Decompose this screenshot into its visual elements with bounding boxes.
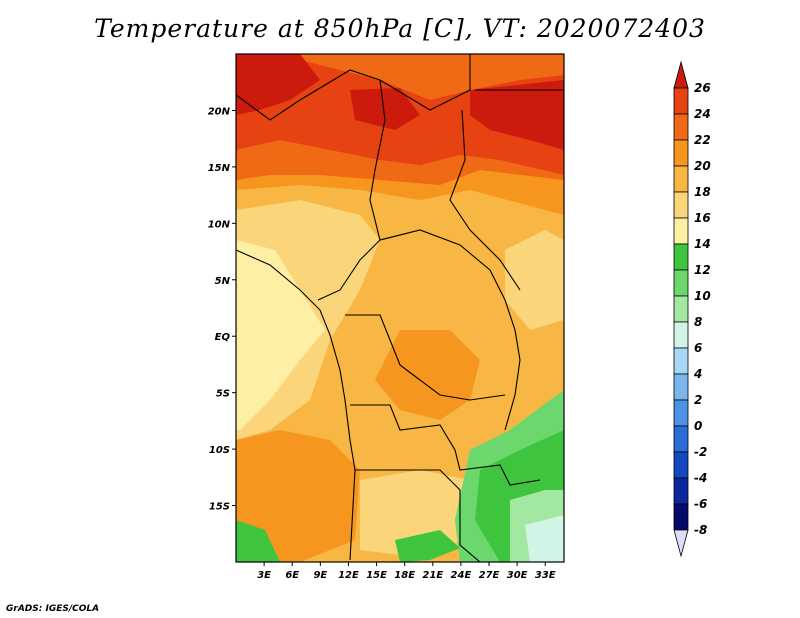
lat-tick-label: 5N	[215, 276, 231, 287]
coastline-west	[236, 249, 356, 561]
colorbar-swatch	[673, 217, 689, 245]
map-frame	[235, 53, 565, 563]
latitude-axis: 20N 15N 10N 5N EQ 5S 10S 15S	[208, 106, 236, 513]
colorbar-label: 26	[694, 81, 711, 95]
colorbar-label: 10	[694, 289, 711, 303]
colorbar-label: 14	[694, 237, 711, 251]
colorbar-label: 8	[694, 315, 702, 329]
lon-tick-label: 24E	[451, 570, 472, 581]
lat-tick-label: 10N	[208, 219, 231, 230]
lon-tick-label: 18E	[394, 570, 415, 581]
colorbar-swatch	[673, 451, 689, 479]
colorbar-label: 2	[694, 393, 702, 407]
border-angola	[355, 469, 481, 562]
border-congo	[345, 314, 506, 401]
lat-tick-label: 15N	[208, 163, 231, 174]
colorbar-label: -8	[694, 523, 707, 537]
lon-tick-label: 30E	[507, 570, 528, 581]
map-title: Temperature at 850hPa [C], VT: 202007240…	[94, 14, 706, 43]
temperature-field	[236, 54, 564, 562]
lon-tick-label: 27E	[479, 570, 500, 581]
field-26-plus-central	[350, 88, 420, 130]
field-26-plus-nw	[236, 54, 320, 115]
colorbar-swatch	[673, 191, 689, 219]
colorbar-swatch	[673, 373, 689, 401]
field-26-plus-ne	[470, 80, 564, 150]
colorbar-swatch	[673, 477, 689, 505]
border-chad-west	[317, 79, 386, 301]
colorbar-label: 12	[694, 263, 711, 277]
lat-tick-label: 10S	[209, 445, 230, 456]
colorbar-swatch	[673, 321, 689, 349]
colorbar-label: 24	[694, 107, 711, 121]
field-12-14-sw	[236, 520, 280, 562]
colorbar-swatch	[673, 295, 689, 323]
colorbar-swatch	[673, 60, 689, 89]
colorbar-label: 18	[694, 185, 711, 199]
field-14-16-coast	[236, 240, 325, 430]
border-sudan	[449, 109, 521, 291]
lat-tick-label: 20N	[208, 106, 231, 117]
colorbar-swatch	[673, 347, 689, 375]
colorbar-swatch	[673, 165, 689, 193]
lon-tick-label: 6E	[285, 570, 299, 581]
lon-tick-label: 21E	[422, 570, 443, 581]
lat-tick-label: 5S	[216, 389, 230, 400]
colorbar-label: 20	[694, 159, 711, 173]
longitude-axis: 3E 6E 9E 12E 15E 18E 21E 24E 27E 30E 33E	[257, 562, 556, 581]
colorbar-label: 0	[694, 419, 702, 433]
colorbar-label: 6	[694, 341, 702, 355]
lon-tick-label: 9E	[313, 570, 327, 581]
colorbar-label: -4	[694, 471, 707, 485]
lon-tick-label: 33E	[535, 570, 556, 581]
lon-tick-label: 15E	[366, 570, 387, 581]
lat-tick-label: 15S	[209, 502, 230, 513]
colorbar-swatch	[673, 425, 689, 453]
border-sahara	[236, 54, 471, 121]
colorbar-swatch	[673, 139, 689, 167]
credit-label: GrADS: IGES/COLA	[6, 604, 100, 614]
colorbar-swatch	[673, 399, 689, 427]
colorbar-label: -6	[694, 497, 707, 511]
colorbar-swatch	[673, 503, 689, 531]
border-car-south	[379, 229, 521, 431]
field-16-18-east	[505, 230, 564, 330]
field-12-14-patch	[395, 530, 460, 562]
field-6-8-se	[525, 515, 564, 562]
colorbar-swatch	[673, 243, 689, 271]
colorbar-swatch	[673, 529, 689, 558]
lon-tick-label: 12E	[338, 570, 359, 581]
colorbar-label: -2	[694, 445, 707, 459]
lon-tick-label: 3E	[257, 570, 271, 581]
country-borders	[236, 54, 564, 562]
lat-tick-label: EQ	[215, 332, 231, 343]
colorbar-swatch	[673, 269, 689, 297]
colorbar-swatch	[673, 87, 689, 115]
colorbar-swatch	[673, 113, 689, 141]
field-20-22-angola	[236, 430, 360, 562]
colorbar-label: 4	[693, 367, 702, 381]
colorbar-label: 16	[694, 211, 711, 225]
border-drc-south	[350, 404, 541, 486]
colorbar-label: 22	[694, 133, 711, 147]
